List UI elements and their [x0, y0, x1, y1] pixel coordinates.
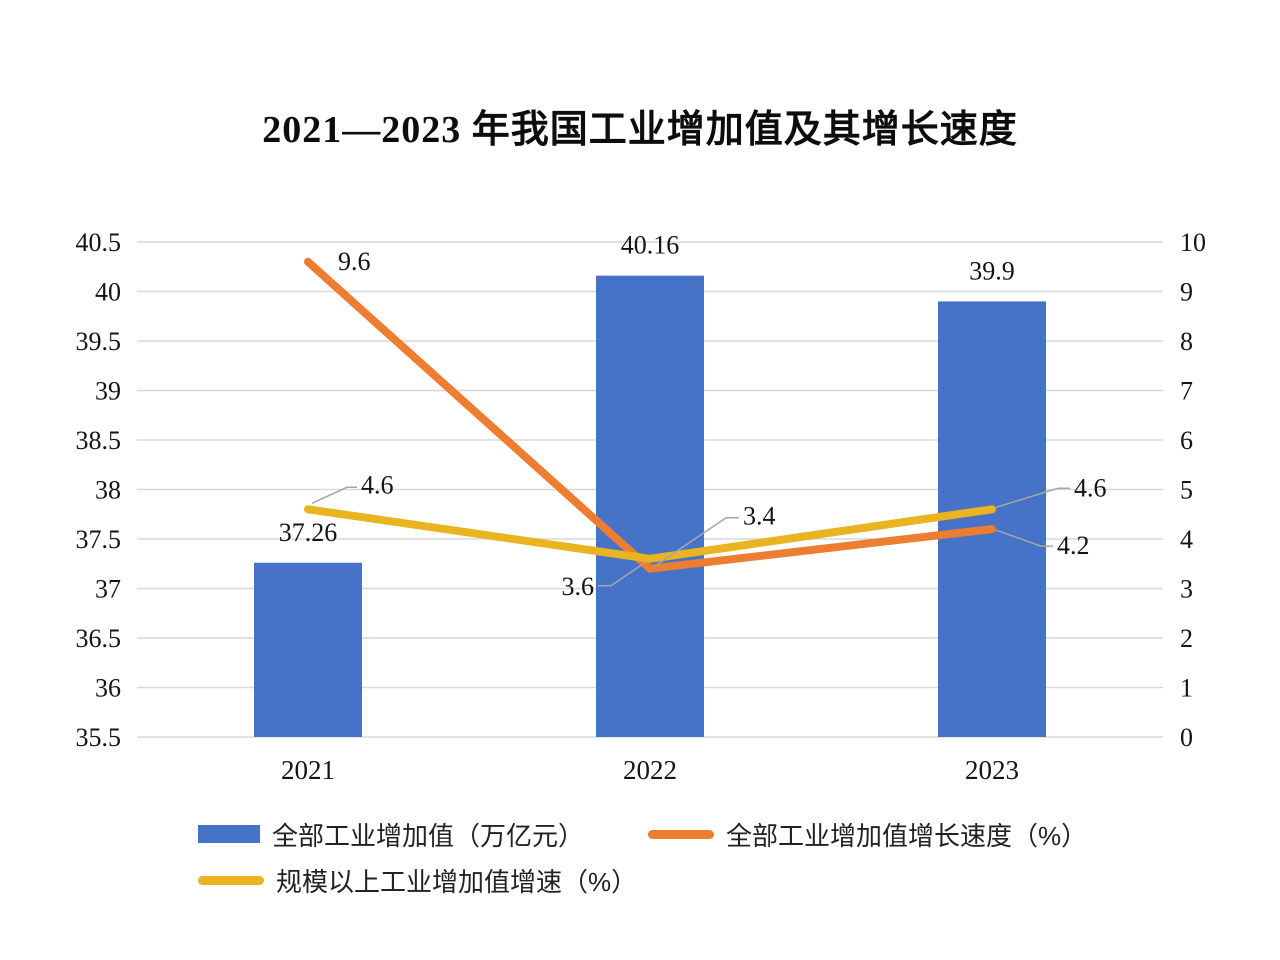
point-value-label: 3.6 [562, 572, 595, 601]
legend-item-industrial-value: 全部工业增加值（万亿元） [198, 817, 584, 851]
legend-swatch-orange-line [648, 829, 714, 839]
bar-value-label: 40.16 [621, 231, 680, 260]
right-axis-tick-label: 4 [1180, 525, 1193, 554]
bar-2021 [254, 562, 362, 737]
chart-title: 2021—2023 年我国工业增加值及其增长速度 [262, 109, 1018, 151]
point-value-label: 4.2 [1057, 531, 1090, 560]
legend-item-above-size-growth: 规模以上工业增加值增速（%） [198, 863, 637, 897]
right-axis-tick-label: 0 [1180, 723, 1193, 752]
left-axis-tick-label: 38 [95, 476, 121, 505]
right-axis-tick-label: 2 [1180, 624, 1193, 653]
left-axis-tick-label: 36 [95, 674, 121, 703]
legend-label-industrial-value: 全部工业增加值（万亿元） [272, 820, 585, 851]
x-axis-label: 2022 [623, 755, 677, 785]
left-axis-tick-label: 40.5 [76, 228, 122, 257]
label-leader-line [995, 487, 1070, 509]
left-axis-tick-label: 36.5 [76, 624, 122, 653]
legend-swatch-bar [198, 825, 260, 843]
point-value-label: 4.6 [1074, 473, 1107, 502]
point-value-label: 4.6 [361, 470, 394, 499]
label-leader-line [995, 529, 1053, 547]
left-axis-tick-label: 38.5 [76, 426, 122, 455]
line-series-1 [304, 257, 996, 573]
right-axis-tick-label: 10 [1180, 228, 1206, 257]
legend-label-above-size-growth: 规模以上工业增加值增速（%） [276, 866, 638, 897]
left-axis-tick-label: 39 [95, 377, 121, 406]
bar-value-label: 39.9 [969, 256, 1015, 285]
left-axis-tick-label: 35.5 [76, 723, 122, 752]
left-axis-tick-label: 37 [95, 575, 121, 604]
legend-item-total-growth: 全部工业增加值增长速度（%） [648, 817, 1087, 851]
left-axis-tick-label: 40 [95, 278, 121, 307]
left-axis-tick-label: 39.5 [76, 327, 122, 356]
right-axis-tick-label: 6 [1180, 426, 1193, 455]
left-axis-tick-label: 37.5 [76, 525, 122, 554]
bar-2023 [938, 301, 1046, 737]
line-series-2 [304, 505, 996, 563]
x-axis-label: 2023 [965, 755, 1019, 785]
point-value-label: 9.6 [338, 247, 371, 276]
point-value-label: 3.4 [743, 502, 776, 531]
x-axis-label: 2021 [281, 755, 335, 785]
label-leader-line [598, 561, 647, 587]
right-axis-tick-label: 8 [1180, 327, 1193, 356]
label-leader-line [653, 516, 739, 568]
right-axis-tick-label: 9 [1180, 278, 1193, 307]
right-axis-tick-label: 1 [1180, 674, 1193, 703]
right-axis-tick-label: 5 [1180, 476, 1193, 505]
bar-2022 [596, 275, 704, 737]
bar-value-label: 37.26 [279, 518, 338, 547]
legend-swatch-yellow-line [198, 875, 264, 885]
right-axis-tick-label: 3 [1180, 575, 1193, 604]
right-axis-tick-label: 7 [1180, 377, 1193, 406]
legend-label-total-growth: 全部工业增加值增长速度（%） [726, 820, 1088, 851]
label-leader-line [311, 486, 357, 504]
